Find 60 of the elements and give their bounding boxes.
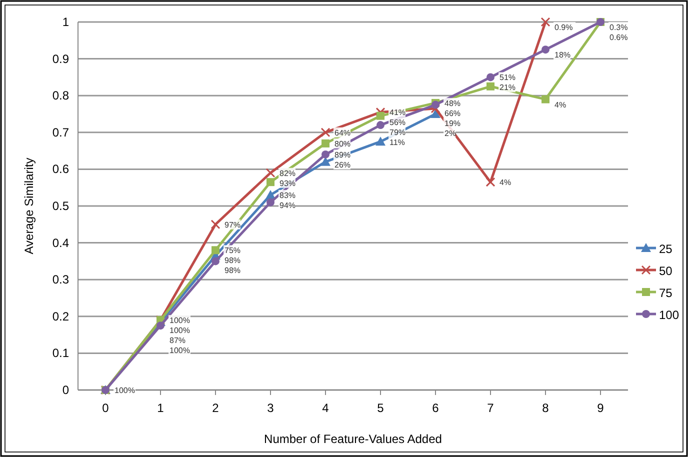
annotation: 64% bbox=[334, 128, 351, 138]
annotation: 26% bbox=[334, 160, 351, 170]
x-tick-label: 9 bbox=[597, 401, 604, 415]
x-tick-label: 6 bbox=[432, 401, 440, 415]
annotation: 2% bbox=[444, 128, 456, 138]
y-tick-label: 1 bbox=[62, 15, 70, 29]
annotation: 48% bbox=[444, 98, 461, 108]
annotation: 19% bbox=[444, 118, 461, 128]
annotation: 100% bbox=[170, 316, 190, 326]
annotation: 100% bbox=[114, 386, 135, 395]
x-axis-title: Number of Feature-Values Added bbox=[264, 432, 442, 446]
y-tick-label: 0 bbox=[62, 383, 70, 397]
x-tick-label: 5 bbox=[377, 401, 384, 415]
x-tick-label: 3 bbox=[267, 401, 274, 415]
annotation: 51% bbox=[500, 73, 516, 82]
annotation: 94% bbox=[280, 200, 296, 210]
annotation: 0.3% bbox=[610, 23, 628, 32]
annotation: 98% bbox=[224, 266, 241, 276]
y-tick-label: 0.1 bbox=[52, 346, 70, 360]
annotation: 100% bbox=[170, 346, 190, 356]
x-tick-label: 7 bbox=[487, 401, 494, 415]
annotation: 11% bbox=[390, 138, 405, 148]
annotation: 0.9% bbox=[554, 23, 573, 32]
x-tick-label: 8 bbox=[542, 401, 550, 415]
annotation: 75% bbox=[224, 246, 241, 256]
legend-label: 25 bbox=[659, 242, 673, 256]
y-tick-label: 0.9 bbox=[52, 52, 70, 66]
x-tick-label: 0 bbox=[102, 401, 110, 415]
y-tick-label: 0.3 bbox=[52, 272, 70, 287]
y-tick-label: 0.6 bbox=[52, 162, 70, 176]
annotation: 97% bbox=[224, 220, 241, 230]
annotation: 87% bbox=[170, 336, 186, 346]
y-tick-label: 0.4 bbox=[52, 236, 70, 250]
annotation: 21% bbox=[500, 83, 516, 92]
x-tick-label: 1 bbox=[157, 401, 164, 415]
x-tick-label: 2 bbox=[212, 401, 220, 415]
annotation: 93% bbox=[280, 178, 296, 188]
annotation: 100% bbox=[170, 326, 190, 336]
legend-label: 75 bbox=[659, 286, 673, 300]
annotation: 89% bbox=[334, 150, 351, 160]
annotation: 41% bbox=[390, 108, 406, 118]
annotation: 66% bbox=[444, 108, 461, 118]
annotation: 79% bbox=[390, 128, 406, 138]
legend-label: 50 bbox=[659, 264, 673, 278]
annotation: 82% bbox=[280, 168, 296, 178]
x-tick-label: 4 bbox=[322, 401, 330, 415]
annotation: 0.6% bbox=[610, 33, 628, 42]
annotation: 4% bbox=[500, 178, 512, 188]
y-axis-title: Average Similarity bbox=[22, 158, 36, 254]
annotation: 98% bbox=[224, 256, 241, 266]
annotation: 80% bbox=[334, 139, 351, 148]
y-tick-label: 0.2 bbox=[52, 309, 70, 324]
legend-label: 100 bbox=[659, 308, 680, 322]
annotation: 4% bbox=[554, 100, 566, 110]
annotation: 18% bbox=[554, 50, 571, 60]
y-tick-label: 0.7 bbox=[52, 125, 70, 140]
annotation: 83% bbox=[280, 190, 296, 200]
annotation: 56% bbox=[390, 118, 406, 128]
y-tick-label: 0.8 bbox=[52, 88, 70, 103]
y-tick-label: 0.5 bbox=[52, 199, 70, 213]
